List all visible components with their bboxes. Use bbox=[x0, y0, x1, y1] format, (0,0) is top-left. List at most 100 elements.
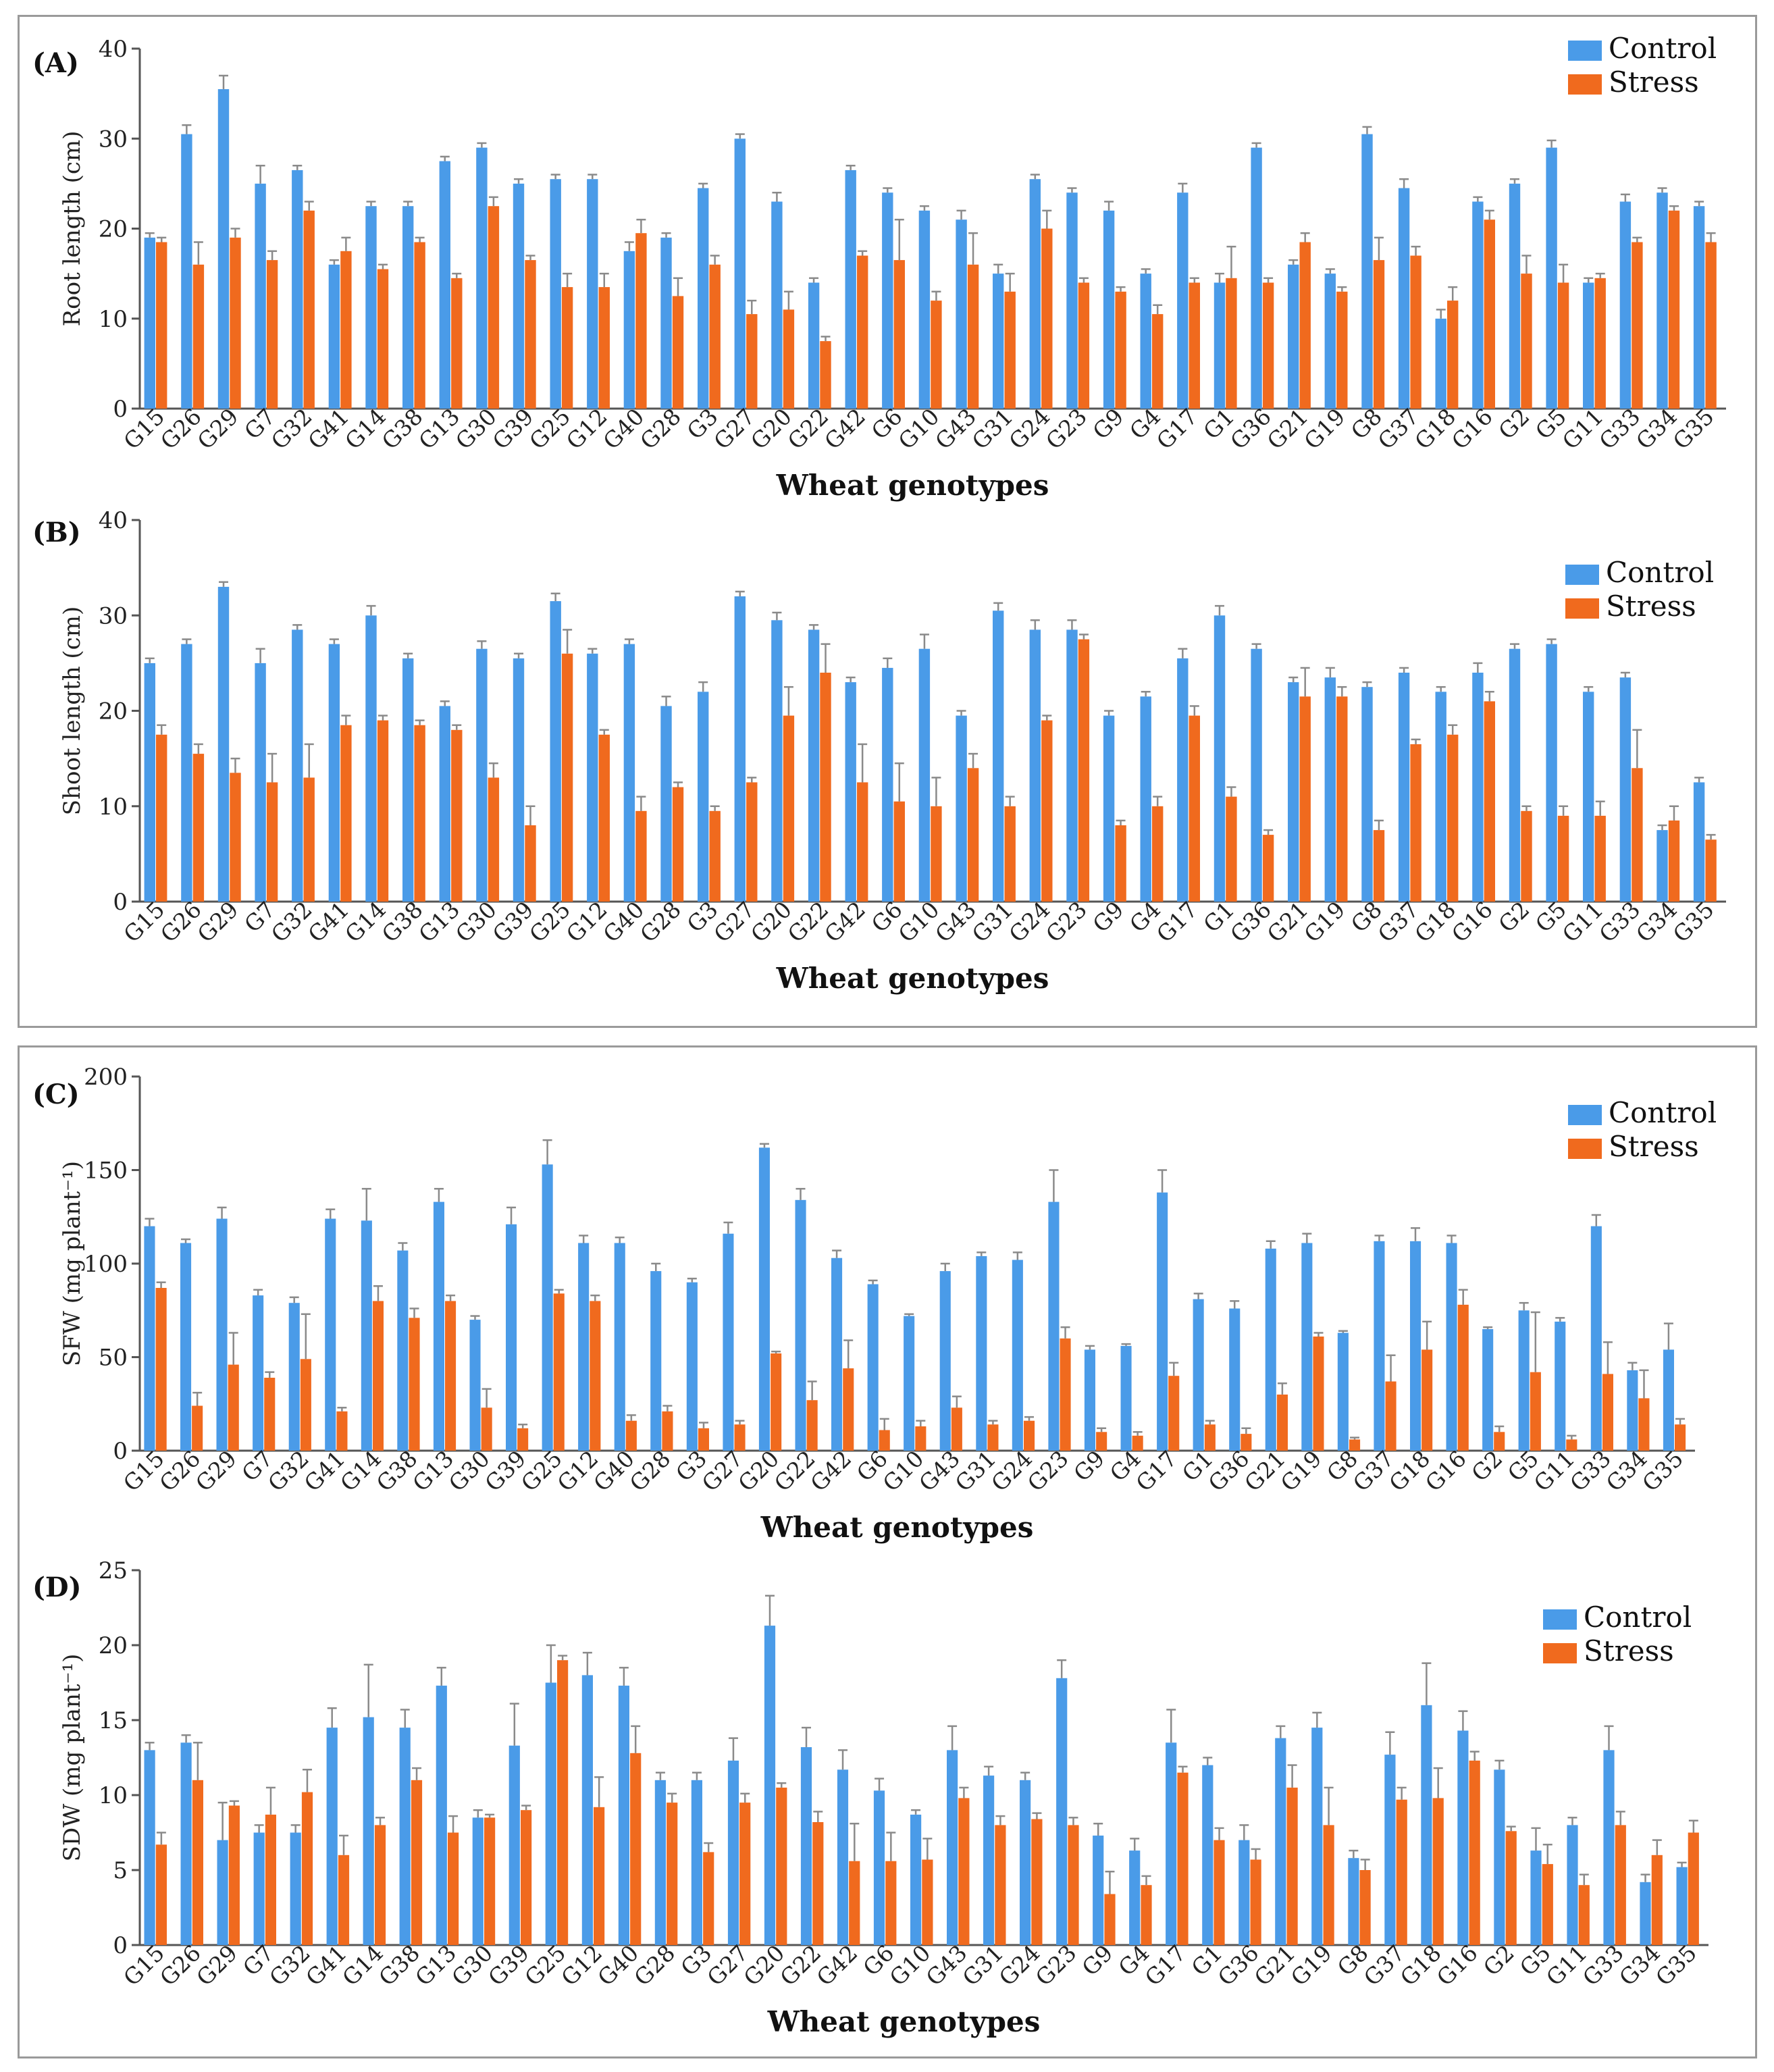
bar-control bbox=[983, 1776, 995, 1945]
legend-label-stress: Stress bbox=[1584, 1634, 1674, 1667]
x-tick-label: G28 bbox=[625, 1445, 676, 1497]
bar-stress bbox=[1152, 806, 1164, 902]
bar-control bbox=[1494, 1769, 1505, 1945]
bar-control bbox=[180, 1243, 192, 1451]
bar-control bbox=[1029, 629, 1041, 902]
y-tick-label: 5 bbox=[113, 1857, 128, 1884]
bar-stress bbox=[1557, 815, 1569, 902]
bar-stress bbox=[230, 773, 241, 902]
bar-control bbox=[1103, 210, 1115, 409]
bar-control bbox=[1238, 1840, 1250, 1945]
bar-stress bbox=[1299, 696, 1311, 902]
bar-stress bbox=[931, 301, 942, 409]
x-axis-title: Wheat genotypes bbox=[767, 2005, 1041, 2038]
bar-stress bbox=[630, 1753, 642, 1945]
bar-control bbox=[1457, 1730, 1469, 1945]
bar-control bbox=[1311, 1728, 1323, 1945]
legend-swatch-stress bbox=[1568, 74, 1602, 95]
bar-control bbox=[1324, 274, 1336, 409]
bar-control bbox=[433, 1201, 444, 1451]
bar-stress bbox=[521, 1810, 532, 1945]
bar-control bbox=[1120, 1345, 1132, 1451]
bar-control bbox=[808, 629, 820, 902]
bar-control bbox=[1398, 673, 1410, 902]
bar-control bbox=[1020, 1780, 1031, 1945]
bar-control bbox=[1509, 648, 1521, 902]
x-tick-label: G28 bbox=[635, 403, 686, 455]
legend-label-control: Control bbox=[1609, 1096, 1717, 1129]
bar-stress bbox=[1313, 1337, 1324, 1451]
bar-stress bbox=[1024, 1420, 1035, 1451]
legend-swatch-stress bbox=[1568, 1139, 1602, 1159]
bar-stress bbox=[525, 260, 536, 409]
bar-stress bbox=[1189, 282, 1200, 409]
bar-stress bbox=[228, 1364, 239, 1451]
x-tick-label: G23 bbox=[1041, 896, 1092, 948]
y-tick-label: 30 bbox=[99, 126, 128, 153]
bar-stress bbox=[228, 1805, 240, 1945]
x-tick-label: G23 bbox=[1022, 1445, 1074, 1497]
x-axis-title: Wheat genotypes bbox=[760, 1511, 1034, 1544]
x-tick-label: G42 bbox=[819, 896, 870, 948]
bar-stress bbox=[849, 1861, 860, 1945]
bar-control bbox=[882, 192, 893, 409]
bar-stress bbox=[1557, 282, 1569, 409]
bar-control bbox=[542, 1164, 553, 1451]
bar-stress bbox=[561, 653, 573, 902]
x-tick-label: G17 bbox=[1151, 403, 1203, 455]
bar-control bbox=[472, 1817, 484, 1945]
bar-control bbox=[1140, 274, 1151, 409]
y-tick-label: 0 bbox=[113, 1932, 128, 1959]
x-tick-label: G35 bbox=[1668, 896, 1719, 948]
bar-stress bbox=[879, 1430, 890, 1451]
bar-stress bbox=[1078, 639, 1090, 902]
bar-stress bbox=[1041, 720, 1053, 902]
x-tick-label: G17 bbox=[1130, 1445, 1182, 1497]
bar-stress bbox=[340, 251, 352, 409]
bar-control bbox=[723, 1233, 734, 1451]
bar-stress bbox=[1286, 1787, 1298, 1945]
bar-stress bbox=[1168, 1376, 1180, 1451]
bar-control bbox=[1348, 1858, 1359, 1945]
bar-stress bbox=[667, 1803, 678, 1945]
bar-stress bbox=[783, 309, 795, 409]
y-axis-title: Root length (cm) bbox=[59, 131, 86, 327]
bar-control bbox=[1012, 1260, 1023, 1451]
bar-stress bbox=[1226, 796, 1237, 902]
bar-control bbox=[399, 1728, 411, 1945]
x-tick-label: G19 bbox=[1299, 403, 1350, 455]
bar-control bbox=[144, 1226, 155, 1451]
bar-control bbox=[1693, 782, 1705, 902]
bar-control bbox=[623, 251, 635, 409]
bar-control bbox=[734, 596, 746, 902]
bar-stress bbox=[1484, 219, 1495, 409]
bar-stress bbox=[451, 278, 463, 409]
bar-control bbox=[1361, 687, 1373, 902]
bar-stress bbox=[414, 242, 425, 409]
bar-control bbox=[1640, 1882, 1651, 1945]
bar-stress bbox=[967, 264, 979, 409]
bar-stress bbox=[734, 1424, 746, 1451]
bar-control bbox=[217, 586, 230, 902]
x-tick-label: G16 bbox=[1432, 1940, 1483, 1991]
bar-control bbox=[993, 274, 1004, 409]
bar-control bbox=[1384, 1755, 1396, 1945]
y-tick-label: 100 bbox=[84, 1251, 128, 1278]
y-axis-title: SDW (mg plant⁻¹) bbox=[59, 1654, 86, 1862]
bar-stress bbox=[1336, 291, 1348, 409]
bar-control bbox=[1374, 1241, 1385, 1451]
y-tick-label: 50 bbox=[99, 1345, 128, 1372]
bar-stress bbox=[931, 806, 942, 902]
bar-control bbox=[255, 663, 266, 902]
y-tick-label: 0 bbox=[113, 889, 128, 916]
x-tick-label: G16 bbox=[1446, 896, 1498, 948]
x-tick-label: G35 bbox=[1637, 1445, 1688, 1497]
bar-control bbox=[1619, 677, 1632, 902]
bar-stress bbox=[1566, 1439, 1577, 1451]
bar-control bbox=[1410, 1241, 1421, 1451]
y-tick-label: 20 bbox=[99, 1632, 128, 1659]
bar-control bbox=[1398, 188, 1410, 409]
x-tick-label: G35 bbox=[1668, 403, 1719, 455]
